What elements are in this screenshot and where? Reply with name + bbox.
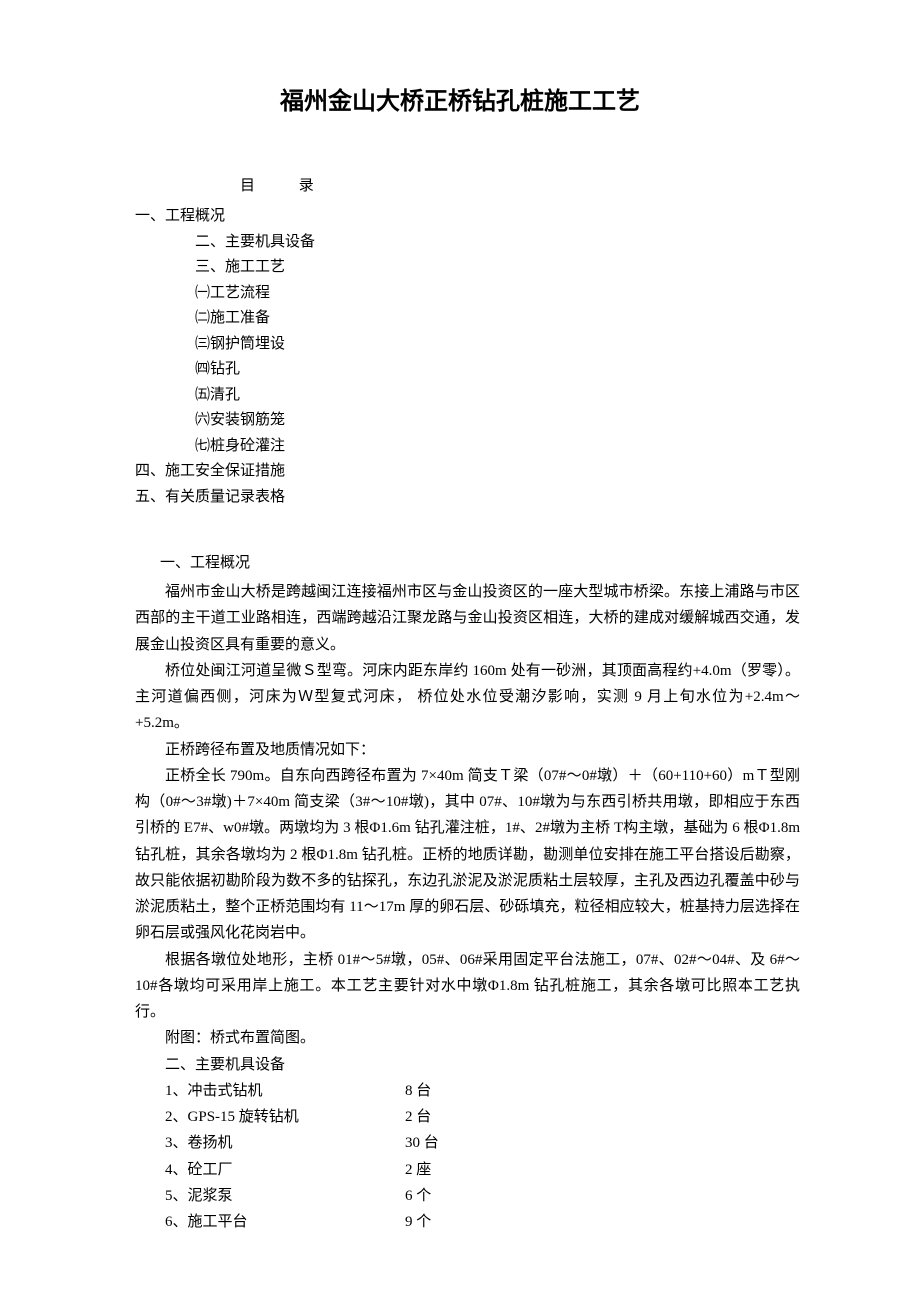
equipment-row: 2、GPS-15 旋转钻机 2 台 xyxy=(165,1104,820,1130)
equipment-qty: 2 座 xyxy=(405,1157,431,1183)
section-1-heading: 一、工程概况 xyxy=(160,550,820,577)
equipment-qty: 30 台 xyxy=(405,1130,439,1156)
toc-item: 二、主要机具设备 xyxy=(195,230,820,256)
toc-item: 五、有关质量记录表格 xyxy=(135,485,820,511)
toc-item: ㈠工艺流程 xyxy=(195,281,820,307)
equipment-row: 5、泥浆泵 6 个 xyxy=(165,1183,820,1209)
equipment-qty: 8 台 xyxy=(405,1078,431,1104)
equipment-label: 2、GPS-15 旋转钻机 xyxy=(165,1104,405,1130)
toc-item: ㈣钻孔 xyxy=(195,357,820,383)
equipment-label: 4、砼工厂 xyxy=(165,1157,405,1183)
toc-item: ㈦桩身砼灌注 xyxy=(195,434,820,460)
document-title: 福州金山大桥正桥钻孔桩施工工艺 xyxy=(100,80,820,123)
toc-item: 三、施工工艺 xyxy=(195,255,820,281)
equipment-row: 3、卷扬机 30 台 xyxy=(165,1130,820,1156)
equipment-label: 5、泥浆泵 xyxy=(165,1183,405,1209)
equipment-label: 1、冲击式钻机 xyxy=(165,1078,405,1104)
toc-item: ㈤清孔 xyxy=(195,383,820,409)
section-1-paragraph: 桥位处闽江河道呈微Ｓ型弯。河床内距东岸约 160m 处有一砂洲，其顶面高程约+4… xyxy=(135,658,800,737)
table-of-contents: 目 录 一、工程概况 二、主要机具设备 三、施工工艺 ㈠工艺流程 ㈡施工准备 ㈢… xyxy=(100,173,820,510)
section-1-paragraph: 正桥全长 790m。自东向西跨径布置为 7×40m 简支Ｔ梁（07#～0#墩）＋… xyxy=(135,763,800,947)
toc-item: ㈥安装钢筋笼 xyxy=(195,408,820,434)
equipment-qty: 6 个 xyxy=(405,1183,431,1209)
section-2-heading: 二、主要机具设备 xyxy=(165,1052,820,1078)
toc-item: 一、工程概况 xyxy=(135,204,820,230)
toc-header: 目 录 xyxy=(240,173,820,200)
equipment-label: 6、施工平台 xyxy=(165,1209,405,1235)
toc-item: 四、施工安全保证措施 xyxy=(135,459,820,485)
equipment-label: 3、卷扬机 xyxy=(165,1130,405,1156)
equipment-row: 6、施工平台 9 个 xyxy=(165,1209,820,1235)
section-1-paragraph: 根据各墩位处地形，主桥 01#～5#墩，05#、06#采用固定平台法施工，07#… xyxy=(135,947,800,1026)
equipment-qty: 9 个 xyxy=(405,1209,431,1235)
equipment-row: 4、砼工厂 2 座 xyxy=(165,1157,820,1183)
section-1-attachment: 附图：桥式布置简图。 xyxy=(165,1025,820,1051)
equipment-row: 1、冲击式钻机 8 台 xyxy=(165,1078,820,1104)
equipment-qty: 2 台 xyxy=(405,1104,431,1130)
section-1-paragraph: 正桥跨径布置及地质情况如下： xyxy=(135,737,800,763)
section-1-paragraph: 福州市金山大桥是跨越闽江连接福州市区与金山投资区的一座大型城市桥梁。东接上浦路与… xyxy=(135,579,800,658)
toc-item: ㈡施工准备 xyxy=(195,306,820,332)
toc-item: ㈢钢护筒埋设 xyxy=(195,332,820,358)
